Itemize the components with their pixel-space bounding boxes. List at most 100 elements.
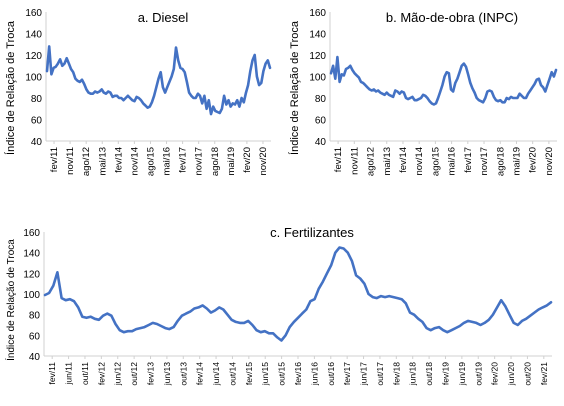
x-tick-label: fev/14 [398, 147, 409, 173]
y-tick-label: 80 [29, 311, 41, 322]
y-tick-label: 80 [31, 94, 43, 105]
x-tick-label: out/12 [129, 362, 139, 386]
panel-b-title: b. Mão-de-obra (INPC) [386, 10, 518, 25]
x-tick-label: ago/15 [430, 147, 441, 176]
x-tick-label: ago/15 [145, 147, 156, 176]
y-tick-label: 100 [23, 290, 40, 301]
panel-c: c. Fertilizantes Índice de Relação de Tr… [4, 225, 553, 386]
x-tick-label: fev/17 [178, 147, 189, 173]
x-tick-label: fev/14 [195, 362, 205, 385]
x-tick-label: out/13 [178, 362, 188, 386]
x-tick-label: out/19 [473, 362, 483, 386]
x-tick-label: ago/12 [81, 147, 92, 176]
x-tick-label: jun/13 [162, 362, 172, 386]
x-tick-label: out/20 [522, 362, 532, 386]
y-tick-label: 120 [309, 51, 326, 62]
x-tick-label: mai/16 [447, 147, 458, 176]
y-tick-label: 160 [309, 8, 326, 19]
panel-c-ylabel: Índice de Relação de Troca [4, 239, 17, 361]
y-tick-label: 140 [23, 249, 40, 260]
x-tick-label: nov/14 [129, 147, 140, 176]
x-tick-label: nov/20 [544, 147, 555, 176]
x-tick-label: fev/11 [49, 147, 60, 172]
x-tick-label: ago/18 [210, 147, 221, 176]
y-tick-label: 80 [315, 94, 327, 105]
y-tick-label: 60 [29, 331, 41, 342]
panel-b-xticks: fev/11 nov/11 ago/12 mai/13 fev/14 nov/14 ago/… [333, 147, 555, 176]
x-tick-label: nov/20 [258, 147, 269, 176]
x-tick-label: out/15 [277, 362, 287, 386]
panel-a-xticks: fev/11 nov/11 ago/12 mai/13 fev/14 nov/14 ago/… [49, 147, 269, 176]
x-tick-label: out/16 [326, 362, 336, 386]
x-tick-label: fev/20 [490, 362, 500, 385]
x-tick-label: jun/15 [260, 362, 270, 386]
x-tick-label: jun/12 [113, 362, 123, 386]
x-tick-label: mai/19 [511, 147, 522, 176]
x-tick-label: fev/14 [113, 147, 124, 173]
panel-c-title: c. Fertilizantes [270, 225, 354, 240]
panel-a-yticks: 40 60 80 100 120 140 160 [25, 8, 42, 148]
x-tick-label: fev/21 [539, 362, 549, 385]
x-tick-label: fev/16 [293, 362, 303, 385]
x-tick-label: mai/13 [382, 147, 393, 176]
x-tick-label: nov/14 [414, 147, 425, 176]
x-tick-label: jun/14 [211, 362, 221, 386]
series-line [329, 55, 558, 106]
y-tick-label: 40 [29, 352, 41, 363]
x-tick-label: mai/13 [97, 147, 108, 176]
panel-b-plot [329, 12, 558, 144]
y-tick-label: 120 [25, 51, 42, 62]
panel-c-plot [43, 232, 553, 359]
x-tick-label: jun/19 [457, 362, 467, 386]
x-tick-label: jun/11 [64, 362, 74, 386]
panel-a-title: a. Diesel [138, 10, 189, 25]
x-tick-label: nov/11 [65, 147, 76, 175]
x-tick-label: jun/17 [359, 362, 369, 386]
x-tick-label: out/18 [424, 362, 434, 386]
y-tick-label: 60 [315, 116, 327, 127]
x-tick-label: nov/17 [194, 147, 205, 176]
x-tick-label: mai/16 [162, 147, 173, 176]
x-tick-label: fev/20 [528, 147, 539, 173]
x-tick-label: fev/20 [242, 147, 253, 173]
panel-b: b. Mão-de-obra (INPC) Índice de Relação … [288, 8, 558, 176]
x-tick-label: fev/17 [463, 147, 474, 173]
y-tick-label: 40 [31, 137, 43, 148]
x-tick-label: out/14 [227, 362, 237, 386]
y-tick-label: 160 [23, 228, 40, 239]
x-tick-label: fev/11 [47, 362, 57, 385]
y-tick-label: 160 [25, 8, 42, 19]
panel-b-yticks: 40 60 80 100 120 140 160 [309, 8, 326, 148]
x-tick-label: nov/17 [479, 147, 490, 176]
panel-a-plot [45, 12, 272, 144]
x-tick-label: jun/18 [408, 362, 418, 386]
x-tick-label: ago/18 [495, 147, 506, 176]
panel-c-yticks: 40 60 80 100 120 140 160 [23, 228, 40, 363]
x-tick-label: fev/18 [391, 362, 401, 385]
x-tick-label: ago/12 [366, 147, 377, 176]
panel-c-xticks: fev/11 jun/11 out/11 fev/12 jun/12 out/12 fev/… [47, 362, 549, 386]
x-tick-label: nov/11 [349, 147, 360, 175]
x-tick-label: fev/17 [342, 362, 352, 385]
y-tick-label: 100 [25, 73, 42, 84]
x-tick-label: fev/19 [440, 362, 450, 385]
y-tick-label: 140 [25, 30, 42, 41]
x-tick-label: jun/20 [506, 362, 516, 386]
panel-b-ylabel: Índice de Relação de Troca [288, 20, 301, 155]
x-tick-label: out/11 [80, 362, 90, 385]
y-tick-label: 140 [309, 30, 326, 41]
x-tick-label: fev/12 [96, 362, 106, 385]
x-tick-label: out/17 [375, 362, 385, 386]
x-tick-label: fev/13 [146, 362, 156, 385]
y-tick-label: 40 [315, 137, 327, 148]
y-tick-label: 60 [31, 116, 43, 127]
x-tick-label: fev/11 [333, 147, 344, 172]
x-tick-label: jun/16 [309, 362, 319, 386]
y-tick-label: 100 [309, 73, 326, 84]
panel-a: a. Diesel Índice de Relação de Troca 40 6… [4, 8, 272, 176]
x-tick-label: fev/15 [244, 362, 254, 385]
panel-a-ylabel: Índice de Relação de Troca [4, 20, 17, 155]
y-tick-label: 120 [23, 269, 40, 280]
x-tick-label: mai/19 [226, 147, 237, 176]
